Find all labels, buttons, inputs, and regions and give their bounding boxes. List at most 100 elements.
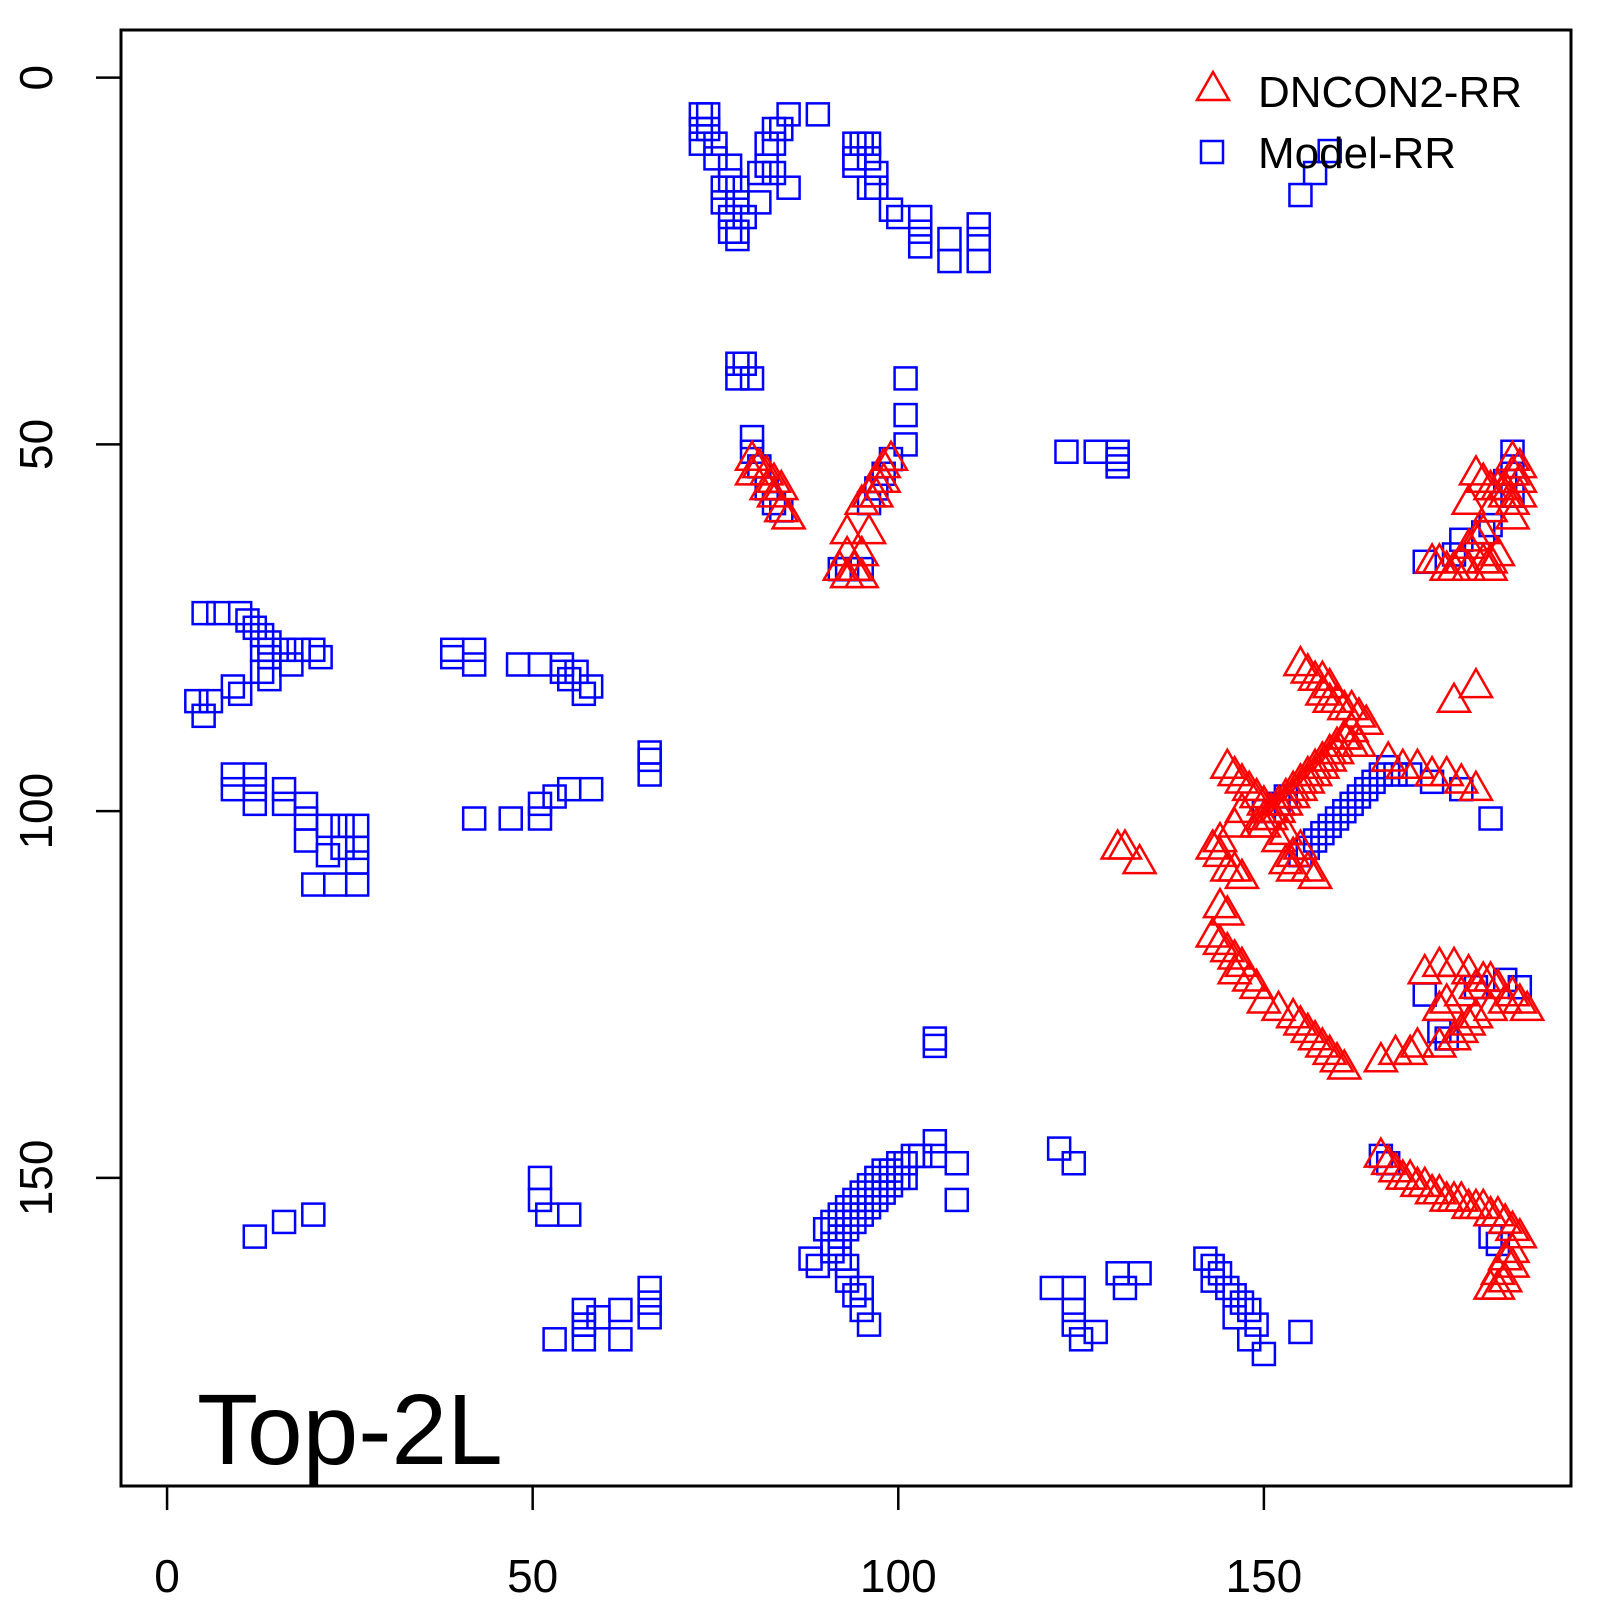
triangle-point bbox=[1121, 842, 1158, 875]
triangle-point bbox=[1443, 541, 1480, 574]
square-point bbox=[1324, 806, 1350, 831]
triangle-point bbox=[1209, 747, 1246, 780]
square-point bbox=[271, 637, 297, 663]
triangle-point bbox=[1494, 1231, 1531, 1264]
square-point bbox=[710, 190, 736, 215]
square-point bbox=[184, 688, 209, 714]
triangle-point bbox=[1413, 541, 1451, 574]
triangle-point bbox=[872, 439, 910, 471]
square-point bbox=[732, 204, 757, 230]
square-point bbox=[827, 1202, 853, 1227]
legend-triangle-marker bbox=[1194, 69, 1232, 102]
square-point bbox=[966, 248, 991, 274]
square-point bbox=[556, 1202, 582, 1227]
square-point bbox=[849, 1275, 874, 1301]
y-tick-label: 0 bbox=[10, 65, 62, 91]
square-point bbox=[856, 175, 882, 200]
triangle-point bbox=[1391, 1158, 1429, 1190]
square-point bbox=[856, 131, 882, 156]
square-point bbox=[798, 1246, 823, 1271]
square-point bbox=[856, 1312, 882, 1337]
triangle-point bbox=[1296, 857, 1334, 890]
square-point bbox=[849, 1297, 874, 1323]
triangle-point bbox=[1274, 776, 1312, 809]
square-point bbox=[827, 1224, 853, 1249]
square-point bbox=[1105, 439, 1130, 465]
square-point bbox=[242, 776, 268, 802]
square-point bbox=[893, 1151, 918, 1176]
square-point bbox=[747, 160, 772, 186]
square-point bbox=[586, 1305, 611, 1330]
square-point bbox=[1068, 1327, 1094, 1352]
triangle-point bbox=[1487, 1260, 1524, 1293]
square-point bbox=[695, 102, 721, 127]
square-point bbox=[1478, 806, 1503, 831]
square-point bbox=[220, 776, 246, 802]
square-point bbox=[571, 681, 597, 707]
square-point bbox=[1215, 1275, 1240, 1301]
square-point bbox=[542, 784, 567, 809]
square-point bbox=[1054, 439, 1079, 465]
square-point bbox=[344, 835, 370, 861]
triangle-point bbox=[1340, 725, 1378, 758]
square-point bbox=[249, 622, 275, 648]
square-point bbox=[330, 835, 355, 861]
square-point bbox=[1346, 784, 1372, 809]
square-point bbox=[1229, 1290, 1255, 1315]
triangle-point bbox=[1260, 989, 1297, 1022]
square-point bbox=[249, 637, 275, 663]
square-point bbox=[293, 828, 319, 853]
y-axis: 0 50 100 150 bbox=[10, 65, 123, 1216]
triangle-point bbox=[1245, 982, 1283, 1014]
square-point bbox=[871, 1180, 896, 1205]
triangle-point bbox=[1450, 483, 1487, 515]
square-point bbox=[717, 153, 743, 178]
square-point bbox=[761, 116, 787, 142]
triangle-point bbox=[1501, 475, 1538, 508]
square-point bbox=[856, 1195, 882, 1220]
square-point bbox=[842, 131, 867, 156]
legend: DNCON2-RR Model-RR bbox=[1194, 68, 1522, 178]
square-point bbox=[637, 1290, 662, 1315]
square-point bbox=[1288, 182, 1313, 208]
square-point bbox=[820, 1239, 845, 1264]
square-point bbox=[1368, 762, 1394, 787]
triangle-point bbox=[1201, 820, 1239, 853]
square-point bbox=[571, 1312, 597, 1337]
triangle-point bbox=[1216, 952, 1253, 985]
square-point bbox=[864, 175, 889, 200]
square-point bbox=[242, 762, 268, 787]
square-point bbox=[856, 1173, 882, 1198]
triangle-point bbox=[1450, 952, 1487, 985]
square-point bbox=[257, 630, 282, 655]
triangle-point bbox=[1457, 519, 1495, 552]
square-point bbox=[1083, 439, 1108, 465]
series-layer bbox=[184, 102, 1546, 1367]
triangle-point bbox=[1457, 453, 1495, 486]
square-point bbox=[805, 102, 831, 127]
x-tick-label: 150 bbox=[1226, 1550, 1303, 1600]
square-point bbox=[322, 872, 348, 897]
triangle-point bbox=[1106, 827, 1144, 860]
triangle-point bbox=[1421, 1172, 1458, 1205]
triangle-point bbox=[1457, 666, 1495, 699]
square-point bbox=[864, 160, 889, 186]
square-point bbox=[527, 1187, 553, 1213]
triangle-point bbox=[1209, 930, 1246, 963]
square-point bbox=[227, 681, 253, 707]
square-point bbox=[754, 153, 779, 178]
square-point bbox=[608, 1297, 633, 1323]
square-point bbox=[776, 175, 801, 200]
triangle-point bbox=[1494, 483, 1531, 515]
plot-frame bbox=[119, 28, 1573, 1488]
square-point bbox=[944, 1151, 970, 1176]
square-point bbox=[703, 146, 728, 171]
x-axis: 0 50 100 150 bbox=[154, 1484, 1303, 1600]
triangle-point bbox=[1296, 754, 1334, 787]
square-point bbox=[344, 872, 370, 897]
square-point bbox=[1302, 160, 1328, 186]
triangle-point bbox=[1494, 1209, 1531, 1242]
series-dncon2-rr bbox=[733, 439, 1546, 1300]
triangle-point bbox=[748, 468, 785, 501]
